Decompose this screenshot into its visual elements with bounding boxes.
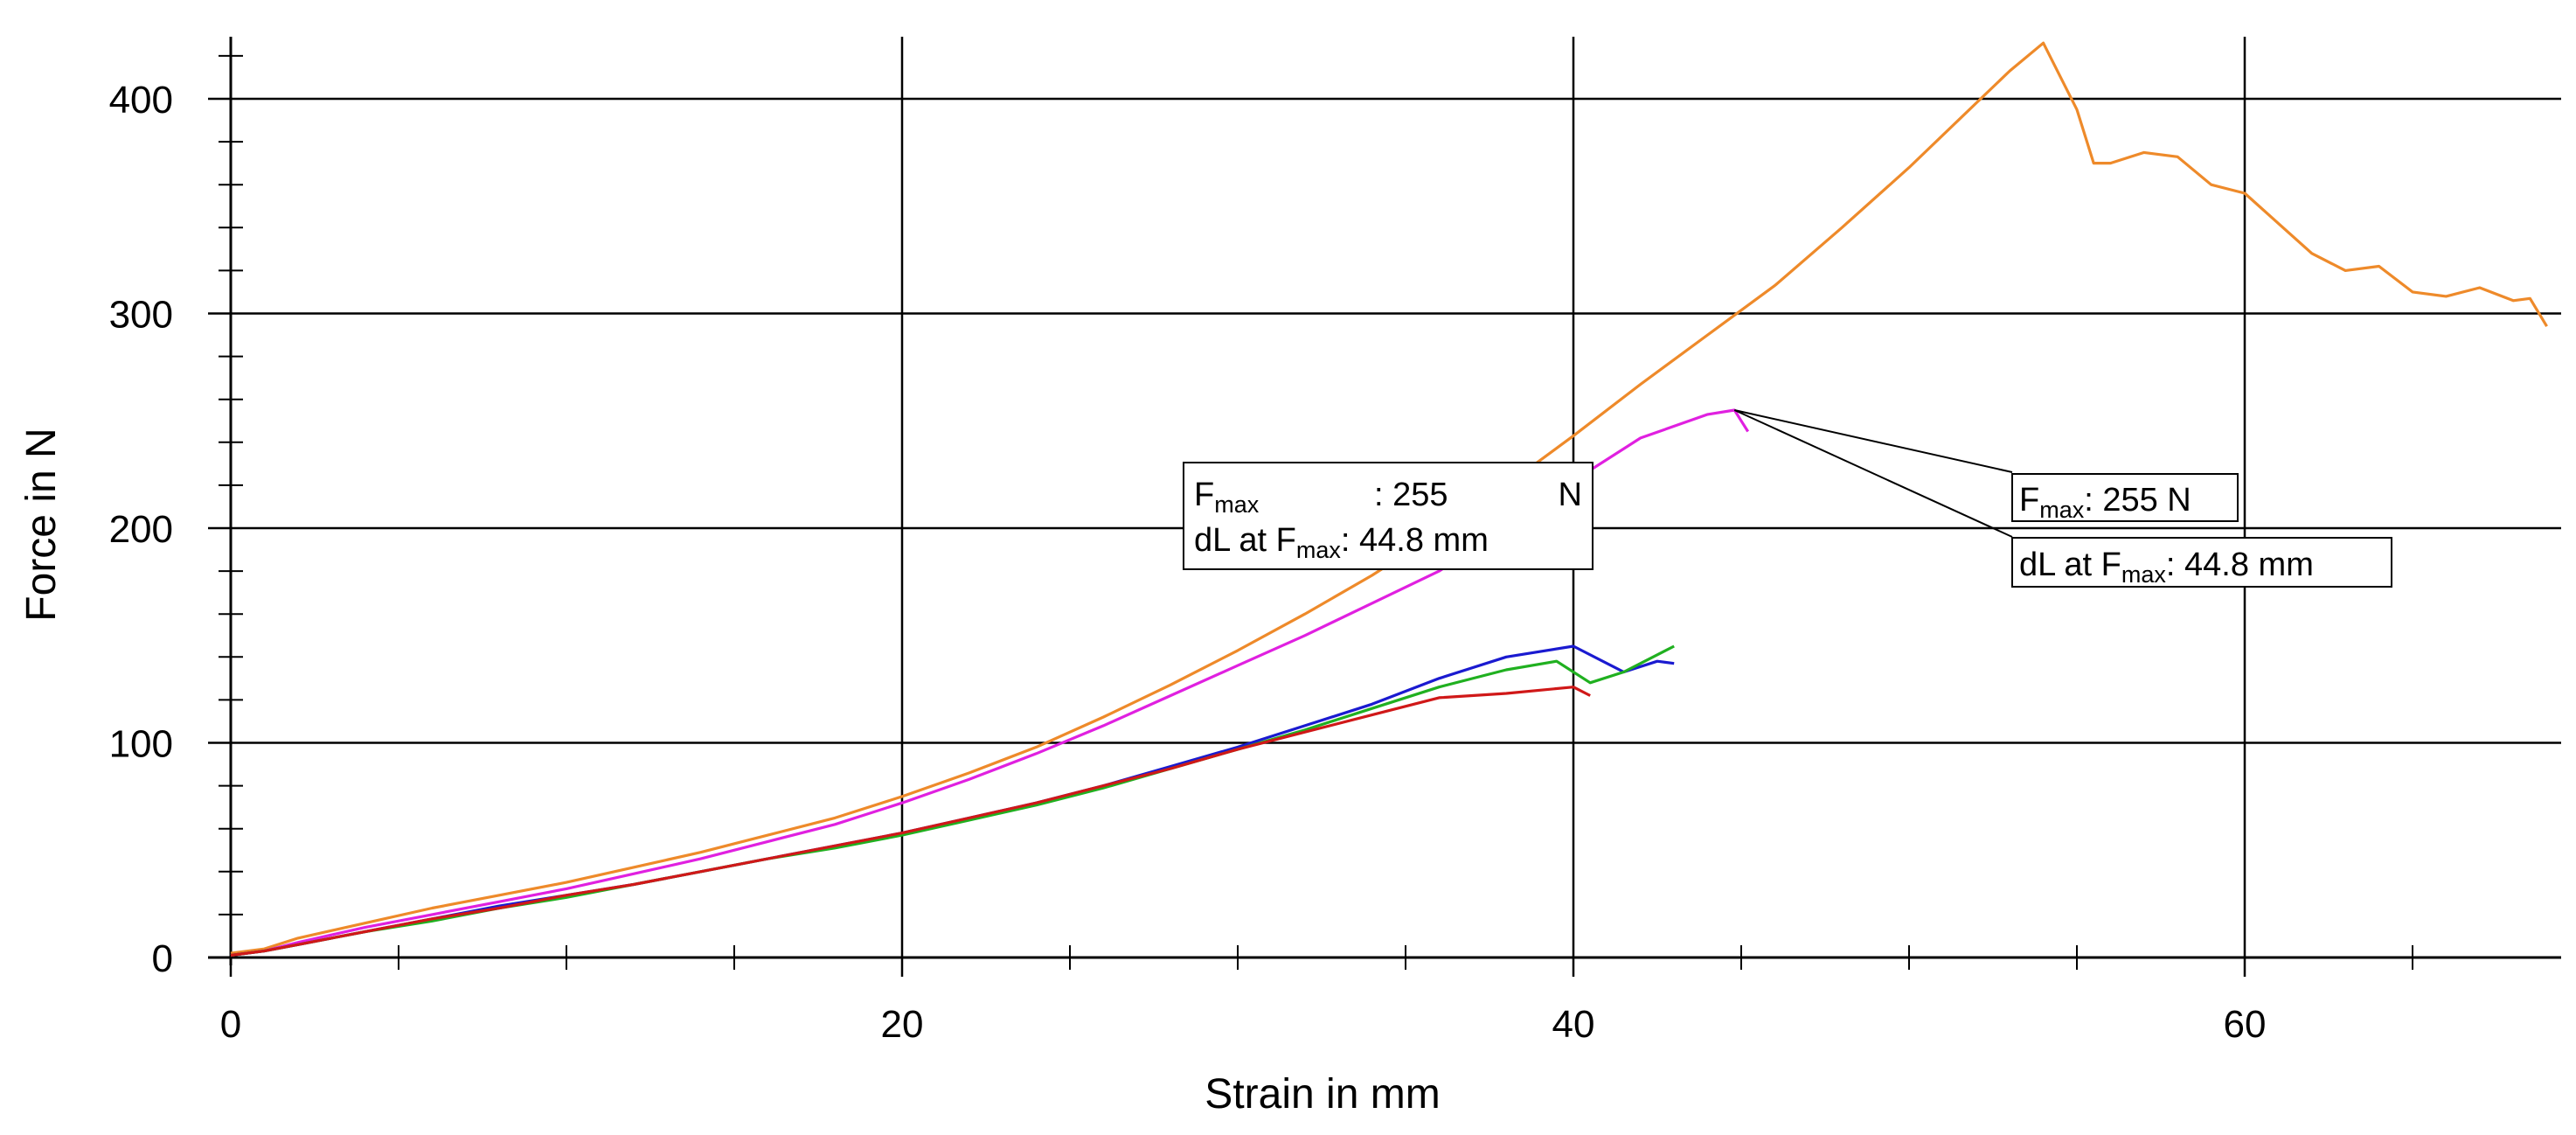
x-tick-labels: 0 20 40 60 <box>220 1003 2267 1046</box>
x-tick-label: 40 <box>1552 1003 1595 1046</box>
annotation-right-fmax: Fmax: 255 N <box>2019 482 2191 523</box>
annotation-box-right-dl-frame <box>2011 537 2392 588</box>
x-tick-label: 60 <box>2224 1003 2267 1046</box>
x-axis-title: Strain in mm <box>1205 1071 1440 1118</box>
series-line-3 <box>230 644 1675 957</box>
annotation-left-dl: dL at Fmax: 44.8 mm <box>1194 522 1489 563</box>
y-tick-label: 300 <box>109 294 173 337</box>
series-lines <box>230 41 2548 957</box>
annotation-box-right-fmax: Fmax: 255 N <box>2011 473 2239 523</box>
x-tick-label: 0 <box>220 1003 241 1046</box>
leader-line-fmax <box>1734 408 2013 473</box>
annotation-leader-lines <box>1733 408 2013 538</box>
y-tick-label: 200 <box>109 508 173 551</box>
annotation-left-fmax: Fmax: 255 N <box>1194 477 1582 518</box>
y-tick-label: 400 <box>109 79 173 122</box>
y-axis-title: Force in N <box>18 428 65 621</box>
leader-line-dl <box>1733 409 2013 538</box>
annotation-box-left: Fmax: 255 N dL at Fmax: 44.8 mm <box>1183 462 1594 570</box>
y-tick-labels: 0 100 200 300 400 <box>109 79 173 980</box>
series-line-4 <box>230 644 1675 957</box>
x-tick-label: 20 <box>881 1003 924 1046</box>
y-tick-label: 100 <box>109 723 173 766</box>
series-line-2 <box>230 408 1750 957</box>
annotation-box-right-dl: dL at Fmax: 44.8 mm <box>2011 537 2392 588</box>
y-tick-label: 0 <box>152 937 173 980</box>
series-line-5 <box>230 686 1591 957</box>
annotation-box-left-frame <box>1183 462 1594 570</box>
series-line-1 <box>230 41 2548 955</box>
annotation-box-right-fmax-frame <box>2011 473 2239 522</box>
axes <box>208 37 2561 965</box>
annotation-right-dl: dL at Fmax: 44.8 mm <box>2019 547 2314 588</box>
